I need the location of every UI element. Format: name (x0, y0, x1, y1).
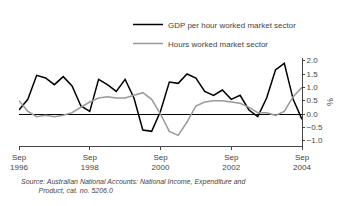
svg-text:Sep2004: Sep2004 (293, 153, 311, 172)
svg-text:%: % (325, 98, 335, 106)
svg-text:0.0: 0.0 (307, 110, 319, 119)
svg-text:−0.5: −0.5 (307, 123, 323, 132)
svg-text:1.5: 1.5 (307, 70, 319, 79)
svg-text:2.0: 2.0 (307, 56, 319, 65)
svg-text:Sep2002: Sep2002 (222, 153, 240, 172)
svg-text:−1.0: −1.0 (307, 136, 323, 145)
svg-text:Sep2000: Sep2000 (152, 153, 170, 172)
svg-text:Sep1998: Sep1998 (81, 153, 99, 172)
svg-text:Sep1996: Sep1996 (10, 153, 28, 172)
svg-text:1.0: 1.0 (307, 83, 319, 92)
svg-text:0.5: 0.5 (307, 96, 319, 105)
svg-text:Hours worked market sector: Hours worked market sector (168, 40, 268, 49)
svg-text:Source: Australian National Ac: Source: Australian National Accounts: Na… (21, 178, 246, 194)
svg-text:GDP per hour worked market sec: GDP per hour worked market sector (168, 21, 296, 30)
